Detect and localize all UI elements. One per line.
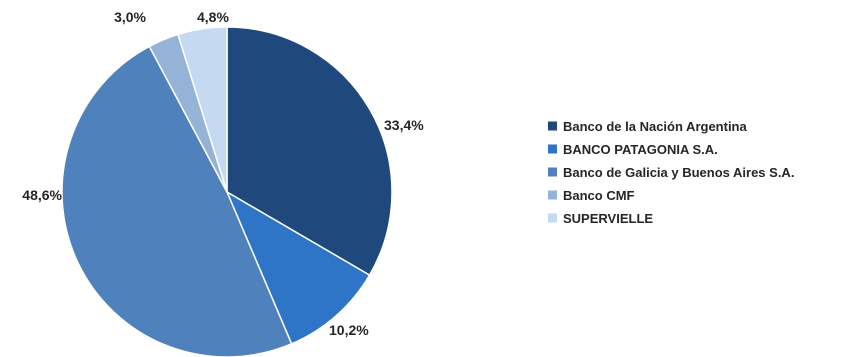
legend: Banco de la Nación Argentina BANCO PATAGO… bbox=[548, 119, 794, 226]
legend-label-3: Banco de Galicia y Buenos Aires S.A. bbox=[563, 165, 794, 180]
legend-swatch-2 bbox=[548, 144, 557, 154]
data-label-4: 3,0% bbox=[114, 9, 146, 25]
data-label-2: 10,2% bbox=[329, 322, 369, 338]
data-label-1: 33,4% bbox=[384, 117, 424, 133]
data-label-3: 48,6% bbox=[22, 187, 62, 203]
legend-label-2: BANCO PATAGONIA S.A. bbox=[563, 142, 718, 157]
legend-swatch-3 bbox=[548, 167, 557, 177]
data-labels: 33,4% 10,2% 48,6% 3,0% 4,8% bbox=[22, 9, 424, 338]
pie-slice-5 bbox=[177, 26, 228, 193]
pie-slice-1 bbox=[226, 26, 393, 277]
legend-label-4: Banco CMF bbox=[563, 188, 635, 203]
legend-swatch-1 bbox=[548, 121, 557, 131]
data-label-5: 4,8% bbox=[197, 9, 229, 25]
legend-label-1: Banco de la Nación Argentina bbox=[563, 119, 747, 134]
pie-slices bbox=[61, 26, 393, 357]
legend-swatch-4 bbox=[548, 190, 557, 200]
legend-swatch-5 bbox=[548, 213, 557, 223]
legend-label-5: SUPERVIELLE bbox=[563, 211, 653, 226]
pie-slice-2 bbox=[225, 190, 371, 345]
